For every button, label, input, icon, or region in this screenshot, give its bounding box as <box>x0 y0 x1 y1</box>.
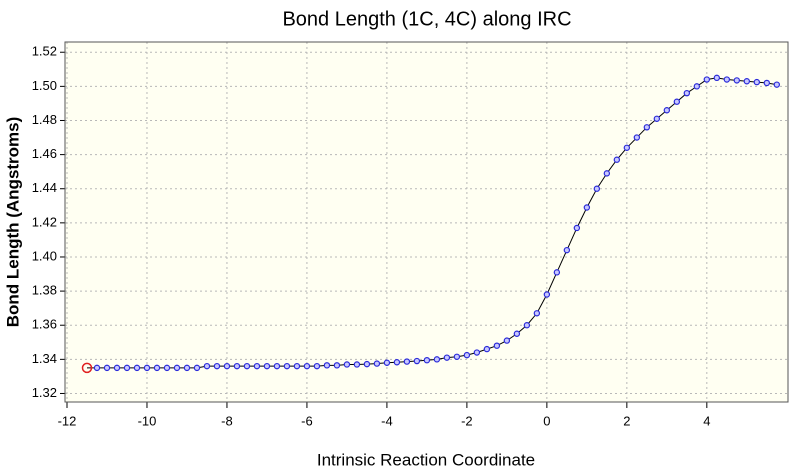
data-point <box>423 356 431 364</box>
data-point <box>473 349 481 356</box>
data-point <box>373 360 381 367</box>
data-point <box>133 364 141 372</box>
x-tick-label: 2 <box>623 413 630 428</box>
x-tick-label: -2 <box>461 413 473 428</box>
data-point <box>103 364 111 372</box>
data-point <box>623 144 631 151</box>
plot-area <box>65 42 788 402</box>
data-point <box>613 156 621 163</box>
data-point <box>543 291 551 298</box>
y-tick-label: 1.46 <box>32 146 57 161</box>
data-point <box>233 362 241 370</box>
data-point <box>143 364 151 372</box>
data-point <box>253 362 261 370</box>
x-tick-label: 4 <box>703 413 710 428</box>
data-point <box>513 330 521 337</box>
data-point <box>503 337 511 344</box>
data-point <box>763 79 771 87</box>
data-point <box>323 362 331 369</box>
data-point <box>633 134 641 141</box>
data-point <box>183 364 191 372</box>
data-point <box>653 115 661 122</box>
data-point <box>713 74 721 82</box>
x-tick-label: -6 <box>301 413 313 428</box>
data-point <box>693 83 701 90</box>
x-tick-label: -12 <box>58 413 77 428</box>
data-point <box>593 185 601 192</box>
x-tick-label: 0 <box>543 413 550 428</box>
data-point <box>453 353 461 360</box>
x-tick-label: -8 <box>221 413 233 428</box>
y-tick-label: 1.52 <box>32 44 57 59</box>
data-point <box>483 345 491 353</box>
data-point <box>583 204 591 211</box>
x-tick-label: -10 <box>138 413 157 428</box>
data-point <box>553 269 561 276</box>
x-tick-label: -4 <box>381 413 393 428</box>
data-point <box>743 78 751 85</box>
data-point <box>603 170 611 177</box>
data-point <box>123 364 131 372</box>
data-point <box>403 358 411 365</box>
data-point <box>493 342 501 349</box>
data-point <box>273 362 281 370</box>
data-point <box>533 310 541 317</box>
data-point <box>383 359 391 366</box>
data-point <box>413 357 421 365</box>
y-tick-label: 1.34 <box>32 351 57 366</box>
chart-title: Bond Length (1C, 4C) along IRC <box>282 8 571 30</box>
data-point <box>223 362 231 370</box>
data-point <box>193 364 201 372</box>
data-point <box>393 359 401 366</box>
data-point <box>673 98 681 105</box>
data-point <box>463 351 471 359</box>
y-tick-label: 1.50 <box>32 78 57 93</box>
y-tick-label: 1.44 <box>32 180 57 195</box>
data-point <box>443 354 451 361</box>
y-tick-label: 1.40 <box>32 248 57 263</box>
data-point <box>643 124 651 131</box>
data-point <box>243 362 251 370</box>
data-point <box>283 362 291 370</box>
y-tick-label: 1.36 <box>32 317 57 332</box>
data-point <box>293 362 301 370</box>
data-point <box>573 224 581 232</box>
x-axis-label: Intrinsic Reaction Coordinate <box>317 450 535 469</box>
data-point <box>753 78 761 86</box>
y-tick-label: 1.42 <box>32 214 57 229</box>
data-point <box>173 364 181 372</box>
data-point <box>93 364 101 372</box>
data-point <box>343 361 351 368</box>
data-point <box>263 362 271 370</box>
data-point <box>113 364 121 372</box>
data-point <box>163 364 171 372</box>
data-point <box>773 81 781 88</box>
data-point <box>353 361 361 368</box>
data-point <box>153 364 161 372</box>
data-point <box>313 362 321 370</box>
y-tick-label: 1.32 <box>32 385 57 400</box>
data-point <box>213 362 221 370</box>
plot-frame <box>64 41 789 403</box>
series-line <box>86 77 777 369</box>
data-point <box>333 362 341 369</box>
y-tick-label: 1.48 <box>32 112 57 127</box>
highlight-point <box>81 362 93 374</box>
data-point <box>203 362 211 370</box>
data-point <box>663 107 671 114</box>
data-point <box>733 77 741 84</box>
data-point <box>433 356 441 363</box>
data-point <box>363 360 371 368</box>
data-point <box>303 362 311 370</box>
y-tick-label: 1.38 <box>32 283 57 298</box>
data-point <box>683 89 691 97</box>
data-point <box>723 76 731 83</box>
y-axis-label: Bond Length (Angstroms) <box>3 117 22 328</box>
data-point <box>563 246 571 254</box>
data-point <box>703 76 711 83</box>
data-point <box>523 322 531 329</box>
